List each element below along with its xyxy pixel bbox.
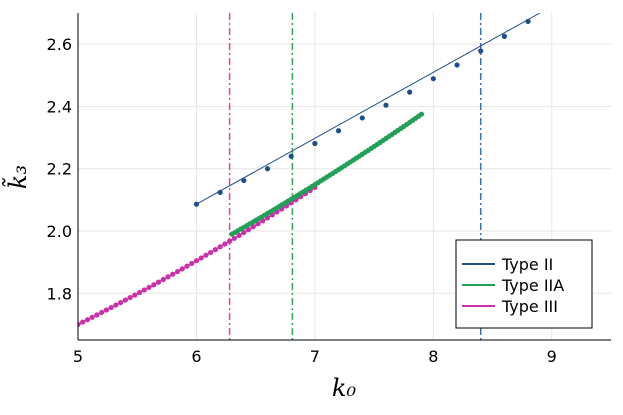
point-type-iia [418,111,425,117]
point-type-iii [136,289,143,296]
y-tick-label: 1.8 [47,284,72,303]
point-type-iii [208,249,214,256]
point-type-iii [155,279,162,285]
point-type-iii [141,287,147,293]
x-tick-label: 9 [547,347,557,366]
legend-label-type-iii: Type III [501,297,558,316]
point-type-iii [231,235,237,241]
legend: Type II Type IIA Type III [455,239,593,329]
y-tick-labels: 1.8 2.0 2.2 2.4 2.6 [47,35,72,303]
x-tick-labels: 5 6 7 8 9 [73,347,557,366]
point-type-iii [174,268,181,275]
point-type-iii [80,319,86,325]
point-type-iii [245,227,252,233]
point-type-ii [501,33,507,39]
point-type-iii [189,260,195,267]
y-tick-label: 2.4 [47,97,72,116]
point-type-iii [193,258,200,264]
y-axis-label: k̃₃ [1,165,32,189]
point-type-ii [193,201,200,207]
point-type-ii [335,128,342,134]
y-tick-label: 2.0 [47,222,72,241]
point-type-iii [84,317,91,323]
point-type-iii [89,314,95,320]
x-tick-label: 5 [73,347,83,366]
point-type-ii [454,62,460,68]
point-type-iii [94,312,100,318]
point-type-iii [241,229,247,236]
x-tick-label: 6 [191,347,201,366]
point-type-iii [198,255,204,261]
point-type-iii [222,241,228,247]
point-type-iii [217,244,223,250]
vertical-reference-lines [228,13,482,340]
point-type-iii [113,302,119,308]
point-type-iii [132,292,138,298]
point-type-ii [383,102,389,108]
point-type-ii [264,166,271,172]
point-type-ii [288,153,294,159]
x-tick-label: 7 [310,347,320,366]
point-type-iii [203,252,209,258]
point-type-ii [241,177,247,184]
legend-label-type-iia: Type IIA [501,276,564,295]
point-type-ii [478,48,484,54]
x-tick-label: 8 [428,347,438,366]
point-type-iii [165,274,171,280]
point-type-iii [184,263,190,269]
point-type-iii [227,238,233,244]
point-type-iii [78,321,81,328]
point-type-iii [127,294,133,301]
point-type-iii [99,309,105,316]
point-type-iii [103,307,110,313]
x-axis-label: k₀ [332,374,357,402]
point-type-iii [236,232,242,239]
point-type-iii [179,266,185,272]
point-type-ii [217,189,223,195]
point-type-iii [122,297,128,303]
series-layer [78,13,541,328]
point-type-iii [160,276,166,283]
point-type-ii [312,140,318,147]
point-type-iii [212,247,218,253]
series-line-type-ii [196,13,541,205]
point-type-iii [170,271,176,277]
point-type-ii [359,115,365,121]
point-type-iii [151,282,157,288]
point-type-iii [146,284,152,290]
point-type-ii [407,89,413,95]
point-type-iii [250,224,256,230]
y-tick-label: 2.6 [47,35,72,54]
point-type-ii [525,18,531,25]
axes-frame [77,13,611,341]
point-type-ii [430,76,436,82]
legend-label-type-ii: Type II [501,255,553,274]
y-tick-label: 2.2 [47,160,72,179]
point-type-iii [118,299,124,306]
point-type-iii [108,304,114,311]
grid-lines [77,13,611,340]
